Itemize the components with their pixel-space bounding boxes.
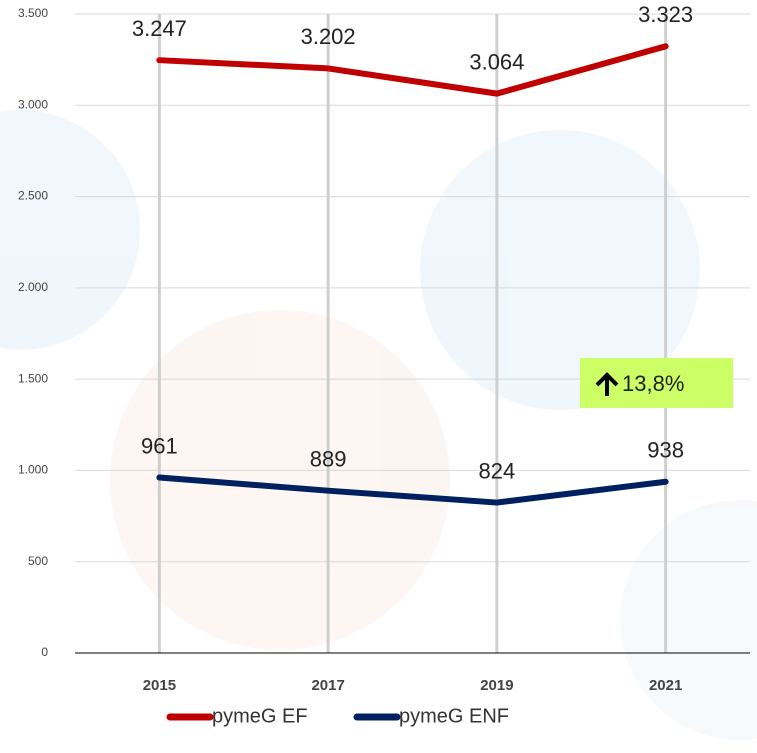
- background-watermark: [0, 110, 757, 740]
- y-tick-label: 500: [28, 554, 48, 568]
- legend-label: pymeG ENF: [399, 705, 509, 727]
- data-label: 961: [141, 433, 178, 458]
- y-tick-label: 3.000: [18, 97, 48, 111]
- series-line: [156, 474, 669, 506]
- data-label: 824: [479, 458, 516, 483]
- y-tick-label: 0: [41, 645, 48, 659]
- y-tick-label: 3.500: [18, 6, 48, 20]
- y-tick-label: 2.000: [18, 280, 48, 294]
- data-label: 3.323: [638, 2, 693, 27]
- data-label: 938: [647, 438, 684, 463]
- data-label: 3.064: [469, 49, 524, 74]
- y-tick-label: 2.500: [18, 189, 48, 203]
- y-tick-label: 1.500: [18, 371, 48, 385]
- data-label: 3.202: [301, 24, 356, 49]
- data-label: 889: [310, 447, 347, 472]
- y-tick-label: 1.000: [18, 463, 48, 477]
- annotation: 13,8%: [622, 371, 684, 396]
- series-line: [156, 43, 669, 97]
- x-tick-label: 2019: [480, 677, 513, 694]
- up-arrow-icon: [595, 372, 619, 396]
- data-label: 3.247: [132, 16, 187, 41]
- x-tick-label: 2017: [311, 677, 344, 694]
- x-tick-label: 2021: [649, 677, 682, 694]
- legend-label: pymeG EF: [212, 705, 308, 727]
- x-tick-label: 2015: [143, 677, 176, 694]
